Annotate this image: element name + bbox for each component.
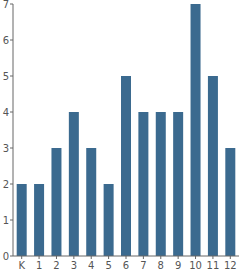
bar [104,184,114,256]
x-tick-label: 3 [71,260,77,271]
bar [121,76,131,256]
y-tick-label: 3 [3,143,9,154]
y-tick-label: 7 [3,0,9,10]
x-tick-label: 8 [158,260,164,271]
x-tick-label: 9 [175,260,181,271]
x-tick-label: 7 [140,260,146,271]
x-tick-label: 12 [224,260,237,271]
y-tick-label: 4 [3,107,9,118]
bar [17,184,27,256]
y-tick-label: 6 [3,35,9,46]
x-tick-label: 6 [123,260,129,271]
y-tick-label: 5 [3,71,9,82]
bar [156,112,166,256]
x-tick-label: 2 [53,260,59,271]
bar [69,112,79,256]
x-tick-label: 1 [36,260,42,271]
x-axis [13,256,239,257]
y-axis [13,4,14,256]
y-tick-label: 0 [3,251,9,262]
bar [208,76,218,256]
x-tick-label: K [18,260,25,271]
bar [51,148,61,256]
x-tick-label: 5 [105,260,111,271]
bar [86,148,96,256]
chart: 01234567K123456789101112 [0,0,240,277]
x-tick-label: 4 [88,260,94,271]
bars [17,4,236,256]
bar [191,4,201,256]
x-tick-label: 11 [207,260,220,271]
bar [138,112,148,256]
bar [225,148,235,256]
bar [34,184,44,256]
y-tick-label: 1 [3,215,9,226]
y-tick-label: 2 [3,179,9,190]
x-tick-label: 10 [189,260,202,271]
bar [173,112,183,256]
